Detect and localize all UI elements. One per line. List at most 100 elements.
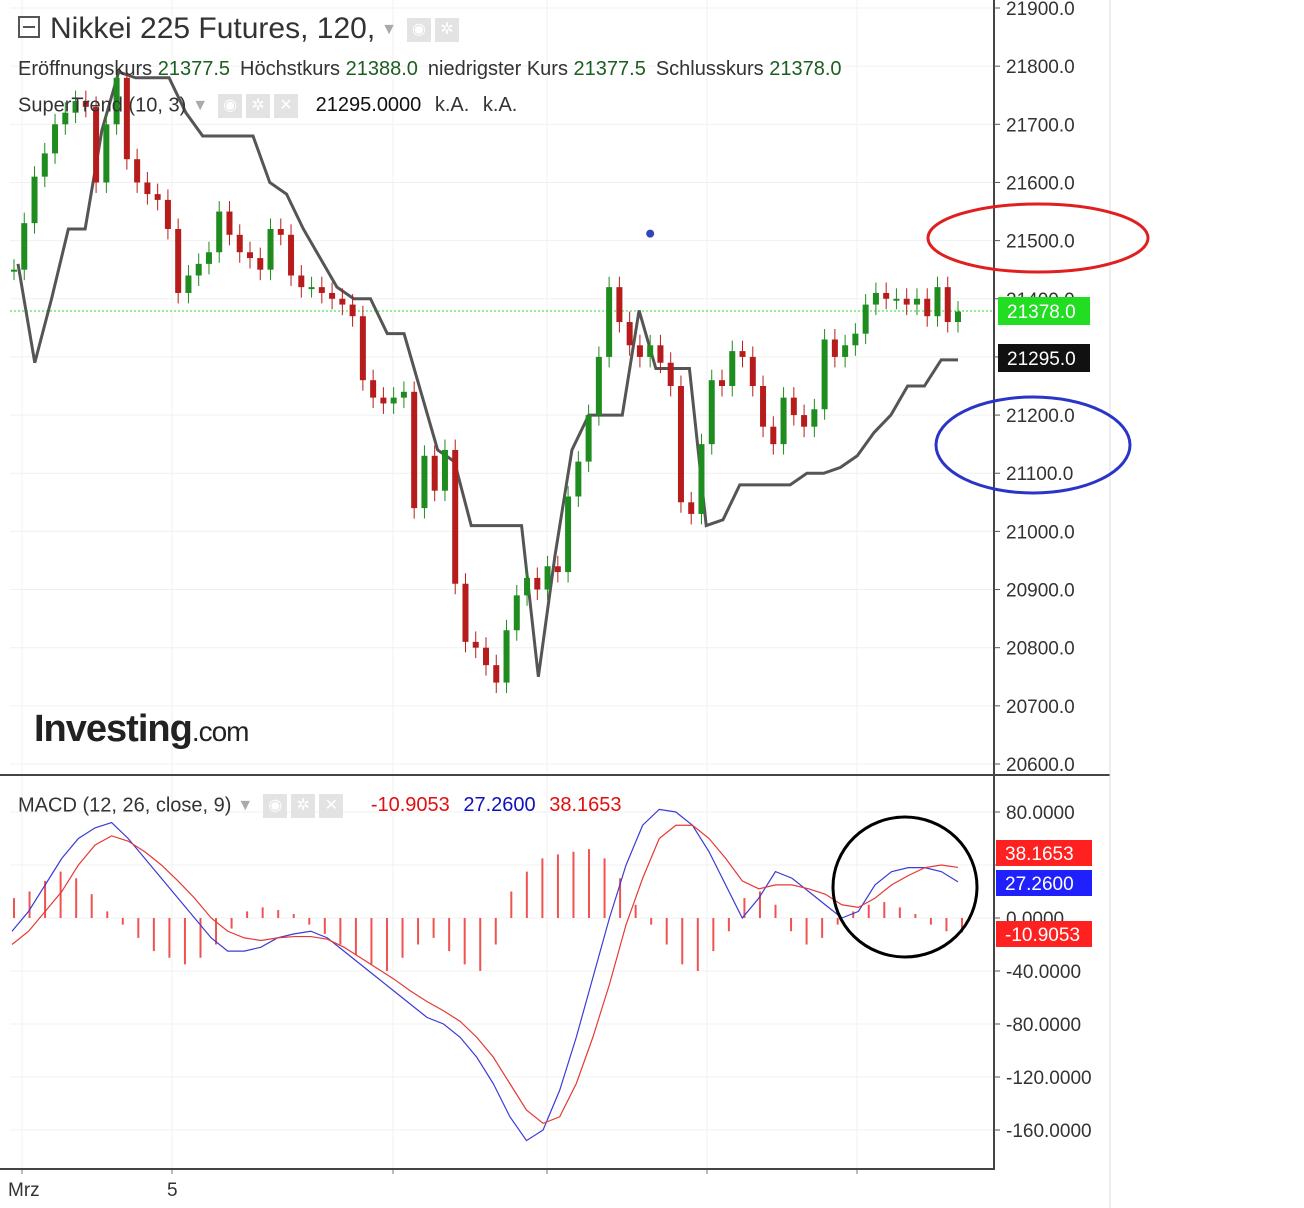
high-label: Höchstkurs: [240, 58, 341, 80]
grid: [10, 0, 994, 1168]
annotations-group: [646, 202, 1150, 959]
eye-icon[interactable]: ◉: [218, 94, 243, 118]
price-tick-label: 21900.0: [1006, 0, 1075, 20]
price-tick-label: 21100.0: [1006, 464, 1073, 485]
candle-body: [93, 106, 100, 183]
supertrend-line-group: [16, 70, 958, 677]
signal-line: [11, 824, 959, 1125]
candle-body: [503, 630, 510, 683]
candles-group: [11, 67, 961, 694]
low-label: niedrigster Kurs: [427, 58, 568, 80]
blue-ellipse-annotation: [934, 395, 1132, 495]
price-tick-label: 21600.0: [1006, 173, 1075, 194]
candle-body: [811, 409, 818, 427]
price-tick-label: 20700.0: [1006, 697, 1075, 718]
candle-body: [329, 292, 336, 299]
candle-body: [134, 159, 141, 183]
macd-hist-badge-box: [996, 921, 1092, 947]
macd-signal-value: 38.1653: [549, 794, 622, 817]
candle-body: [483, 647, 489, 666]
candle-body: [31, 176, 38, 224]
candle-body: [144, 182, 151, 195]
macd-label: MACD (12, 26, close, 9): [18, 794, 232, 817]
gear-icon[interactable]: ✲: [435, 18, 460, 43]
axes-group: 20600.0 20700.0 20800.0 20900.0 21000.0 21100…: [0, 0, 1111, 1208]
candle-body: [513, 595, 520, 631]
candle-body: [493, 665, 500, 683]
candle-body: [636, 345, 643, 357]
candle-body: [708, 380, 715, 445]
price-tick-label: 20800.0: [1006, 639, 1075, 660]
candle-body: [749, 356, 756, 386]
collapse-icon[interactable]: [18, 16, 40, 39]
black-circle-annotation: [831, 815, 979, 959]
candle-body: [195, 263, 202, 276]
investing-logo: Investing.com: [34, 708, 249, 751]
candle-body: [831, 339, 838, 357]
candle-body: [647, 345, 654, 357]
candle-body: [267, 228, 274, 270]
chevron-down-icon[interactable]: ▼: [237, 797, 254, 814]
candle-body: [585, 415, 592, 462]
candle-body: [595, 356, 602, 416]
candle-body: [944, 287, 951, 323]
macd-line-badge: 27.2600: [1005, 874, 1074, 895]
macd-signal-badge: 38.1653: [1005, 844, 1074, 865]
candle-body: [288, 234, 295, 276]
candle-body: [534, 577, 541, 590]
supertrend-label: SuperTrend (10, 3): [18, 94, 187, 117]
candle-body: [565, 496, 572, 573]
x-tick-label: 5: [167, 1180, 178, 1201]
open-value: 21377.5: [157, 58, 231, 80]
candle-body: [616, 287, 623, 323]
chevron-down-icon[interactable]: ▼: [381, 21, 398, 39]
gear-icon[interactable]: ✲: [246, 94, 271, 118]
supertrend-line: [16, 70, 958, 677]
price-tick-label: 20600.0: [1006, 755, 1075, 776]
candle-body: [339, 298, 346, 305]
candle-body: [431, 455, 438, 491]
candle-body: [883, 292, 890, 299]
candle-body: [770, 426, 777, 445]
candle-body: [544, 566, 551, 590]
candle-body: [780, 397, 787, 445]
gear-icon[interactable]: ✲: [291, 794, 316, 818]
candle-body: [688, 502, 695, 514]
candle-body: [154, 194, 161, 200]
candle-body: [955, 311, 961, 323]
candle-body: [801, 415, 808, 427]
candle-body: [790, 397, 797, 416]
macd-tick-label: 80.0000: [1006, 803, 1075, 824]
logo-main: Investing: [34, 708, 193, 750]
close-icon[interactable]: ✕: [319, 794, 344, 818]
supertrend-legend-row: SuperTrend (10, 3) ▼ ◉ ✲ ✕ 21295.0000 k.A. k…: [18, 94, 517, 118]
macd-lines-group: [11, 808, 959, 1142]
candle-body: [554, 566, 561, 573]
close-value: 21378.0: [769, 58, 842, 80]
macd-legend-row: MACD (12, 26, close, 9) ▼ ◉ ✲ ✕ -10.9053 27.…: [18, 794, 622, 818]
macd-hist-value: -10.9053: [370, 794, 450, 817]
x-tick-label: Mrz: [8, 1180, 40, 1201]
macd-tick-label: -80.0000: [1006, 1015, 1081, 1036]
eye-icon[interactable]: ◉: [263, 794, 288, 818]
last-price-badge-box: [998, 297, 1090, 325]
candle-body: [462, 583, 469, 642]
chart-title-row: Nikkei 225 Futures, 120, ▼ ◉ ✲: [18, 12, 460, 46]
candle-body: [441, 449, 448, 491]
candle-body: [667, 362, 674, 386]
candle-body: [349, 304, 356, 317]
close-icon[interactable]: ✕: [274, 94, 299, 118]
candle-body: [739, 351, 746, 357]
candle-body: [216, 211, 223, 253]
chevron-down-icon[interactable]: ▼: [192, 97, 209, 114]
price-tick-label: 21800.0: [1006, 57, 1075, 78]
candle-body: [380, 397, 387, 404]
supertrend-badge-box: [998, 344, 1090, 372]
close-label: Schlusskurs: [655, 58, 764, 80]
candle-body: [175, 228, 182, 293]
chart-title: Nikkei 225 Futures, 120,: [50, 12, 376, 45]
candle-body: [370, 380, 377, 398]
eye-icon[interactable]: ◉: [407, 18, 432, 43]
candle-body: [524, 577, 531, 596]
